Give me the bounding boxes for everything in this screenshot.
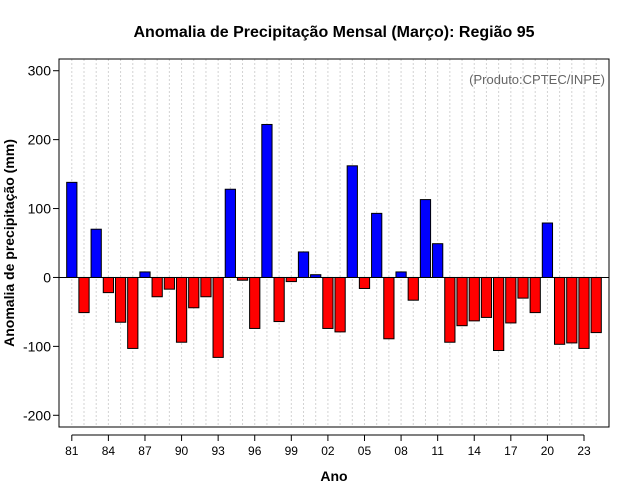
y-tick-label: 0 — [43, 269, 51, 285]
y-tick-label: -200 — [23, 407, 51, 423]
bar-2024 — [590, 276, 602, 334]
bar-1992 — [200, 276, 212, 298]
bar-2011 — [432, 243, 444, 278]
x-tick-label: 96 — [248, 444, 262, 458]
chart-title: Anomalia de Precipitação Mensal (Março):… — [133, 24, 534, 41]
x-tick-label: 93 — [211, 444, 225, 458]
bar-1999 — [285, 276, 297, 283]
y-axis-label: Anomalia de precipitação (mm) — [1, 139, 17, 347]
x-tick-label: 84 — [102, 444, 116, 458]
bar-1984 — [102, 276, 115, 294]
bar-1997 — [261, 123, 273, 278]
bar-1994 — [224, 188, 236, 278]
bar-2022 — [566, 276, 578, 344]
bar-2009 — [407, 276, 419, 301]
bar-2021 — [553, 276, 566, 345]
x-tick-label: 11 — [431, 444, 444, 458]
bar-2016 — [493, 276, 505, 352]
bar-1987 — [139, 271, 151, 278]
x-axis-label: Ano — [320, 468, 347, 484]
x-tick-label: 81 — [65, 444, 79, 458]
bar-1983 — [90, 228, 102, 278]
bar-2014 — [468, 276, 480, 322]
x-tick-label: 90 — [175, 444, 189, 458]
bar-2003 — [334, 276, 346, 333]
bar-2015 — [480, 276, 493, 318]
bar-2005 — [358, 276, 371, 289]
bar-1998 — [273, 276, 285, 323]
bars — [66, 123, 602, 358]
bar-1993 — [212, 276, 224, 358]
x-tick-label: 87 — [138, 444, 152, 458]
bar-2000 — [297, 251, 310, 278]
bar-2008 — [395, 271, 407, 278]
bar-2002 — [322, 276, 334, 329]
grid-lines — [71, 59, 597, 427]
bar-2007 — [383, 276, 395, 340]
bar-1996 — [249, 276, 261, 329]
credit-text: (Produto:CPTEC/INPE) — [469, 72, 605, 87]
bar-1989 — [163, 276, 175, 290]
bar-2020 — [541, 222, 554, 278]
bar-2012 — [444, 276, 456, 343]
bar-1985 — [114, 276, 127, 323]
y-tick-label: 300 — [28, 63, 52, 79]
bar-2019 — [529, 276, 541, 314]
bar-1991 — [188, 276, 200, 309]
y-axis: -200 -100 0 100 200 300 — [23, 63, 59, 423]
x-axis: 81 84 87 90 93 96 99 02 05 08 11 14 17 20 23 — [65, 434, 591, 458]
bar-2023 — [578, 276, 590, 349]
y-tick-label: 100 — [28, 201, 52, 217]
x-tick-label: 23 — [577, 444, 591, 458]
x-tick-label: 02 — [321, 444, 335, 458]
x-tick-label: 20 — [541, 444, 555, 458]
bar-2017 — [505, 276, 517, 324]
x-tick-label: 14 — [468, 444, 482, 458]
bar-1988 — [151, 276, 163, 298]
x-tick-label: 99 — [285, 444, 299, 458]
bar-1981 — [66, 181, 78, 278]
bar-2013 — [456, 276, 468, 327]
bar-1990 — [175, 276, 188, 343]
bar-1982 — [78, 276, 90, 314]
y-tick-label: -100 — [23, 338, 51, 354]
bar-2006 — [371, 212, 383, 278]
plot-frame — [58, 58, 610, 428]
bar-2004 — [346, 165, 358, 278]
x-tick-label: 17 — [504, 444, 518, 458]
x-tick-label: 08 — [394, 444, 408, 458]
bar-2018 — [517, 276, 529, 299]
bar-1986 — [127, 276, 139, 349]
x-tick-label: 05 — [358, 444, 372, 458]
y-tick-label: 200 — [28, 132, 52, 148]
bar-2010 — [419, 199, 432, 278]
